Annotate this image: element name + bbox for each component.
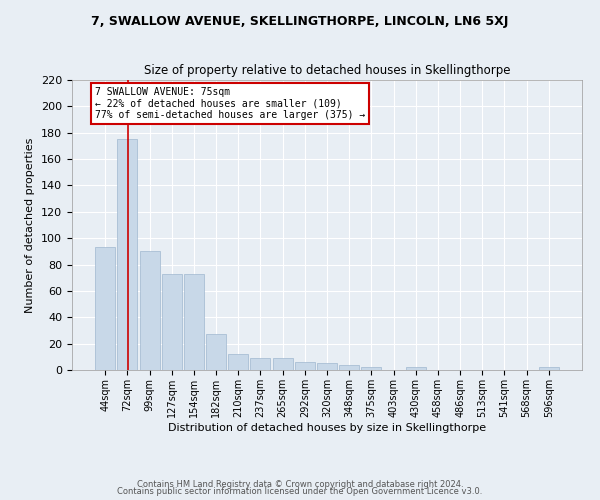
Bar	[206, 334, 226, 370]
Y-axis label: Number of detached properties: Number of detached properties	[25, 138, 35, 312]
Bar	[95, 248, 115, 370]
Bar	[184, 274, 204, 370]
Bar	[361, 368, 382, 370]
Text: 7, SWALLOW AVENUE, SKELLINGTHORPE, LINCOLN, LN6 5XJ: 7, SWALLOW AVENUE, SKELLINGTHORPE, LINCO…	[91, 15, 509, 28]
Bar	[295, 362, 315, 370]
Bar	[272, 358, 293, 370]
Bar	[339, 364, 359, 370]
Bar	[406, 368, 426, 370]
Text: 7 SWALLOW AVENUE: 75sqm
← 22% of detached houses are smaller (109)
77% of semi-d: 7 SWALLOW AVENUE: 75sqm ← 22% of detache…	[95, 86, 365, 120]
Title: Size of property relative to detached houses in Skellingthorpe: Size of property relative to detached ho…	[144, 64, 510, 78]
Bar	[250, 358, 271, 370]
X-axis label: Distribution of detached houses by size in Skellingthorpe: Distribution of detached houses by size …	[168, 422, 486, 432]
Text: Contains public sector information licensed under the Open Government Licence v3: Contains public sector information licen…	[118, 488, 482, 496]
Text: Contains HM Land Registry data © Crown copyright and database right 2024.: Contains HM Land Registry data © Crown c…	[137, 480, 463, 489]
Bar	[162, 274, 182, 370]
Bar	[317, 364, 337, 370]
Bar	[539, 368, 559, 370]
Bar	[118, 140, 137, 370]
Bar	[140, 252, 160, 370]
Bar	[228, 354, 248, 370]
